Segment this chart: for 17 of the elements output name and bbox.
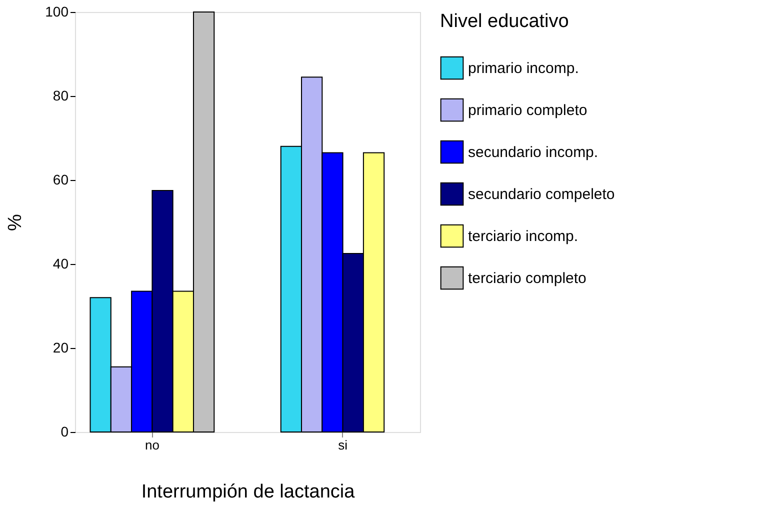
- legend-label: terciario completo: [468, 270, 586, 287]
- y-tick-label: 0: [60, 424, 69, 440]
- legend-label: secundario compeleto: [468, 186, 615, 203]
- x-tick-label: si: [338, 438, 348, 452]
- legend-label: primario incomp.: [468, 60, 579, 77]
- legend-title: Nivel educativo: [440, 11, 569, 32]
- y-axis-title: %: [5, 214, 26, 231]
- legend-label: primario completo: [468, 102, 588, 119]
- y-tick-label: 60: [52, 172, 69, 188]
- y-tick-label: 20: [52, 340, 69, 356]
- x-axis-title: Interrumpión de lactancia: [141, 482, 356, 502]
- x-tick-label: no: [144, 438, 160, 452]
- legend-label: secundario incomp.: [468, 144, 598, 161]
- y-tick-label: 100: [45, 4, 69, 20]
- y-tick-label: 40: [52, 256, 69, 272]
- y-tick-label: 80: [52, 88, 69, 104]
- legend-label: terciario incomp.: [468, 228, 578, 245]
